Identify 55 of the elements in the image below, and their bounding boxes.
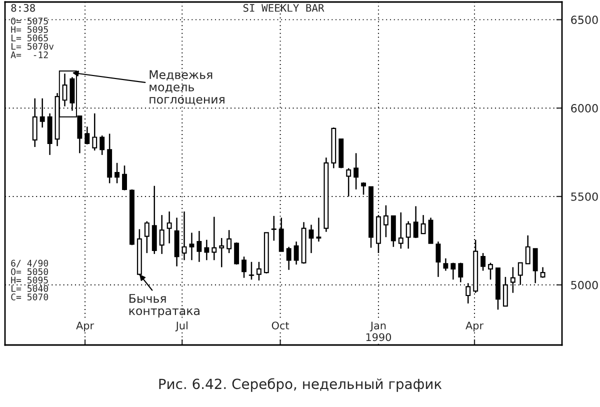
candlestick [502,276,508,307]
candlestick [226,229,232,254]
candlestick [398,212,404,250]
candlestick [159,214,164,255]
x-tick-label: Oct [272,322,290,330]
candlestick [466,282,471,304]
candlestick [166,210,172,244]
candlestick [294,240,299,266]
candlestick [383,204,388,238]
candlestick [204,239,210,261]
candlestick [480,252,486,272]
candlestick [271,215,277,242]
candlestick [92,112,98,152]
candlestick [256,261,262,282]
x-tick-label: Apr [466,322,484,332]
candlestick [443,258,448,272]
candlestick [234,242,240,266]
candlestick [114,162,120,184]
candlestick [316,217,322,242]
annotation: 6/ 4/90 O= 5050 H= 5095 L= 5040 C= 5070 [11,260,48,300]
candlestick [450,262,456,280]
x-tick-label: Jan 1990 [366,322,392,342]
annotation: Медвежья модель поглощения [150,70,224,106]
candlestick [540,266,546,278]
candlestick [354,152,359,190]
y-tick-label: 5000 [571,280,598,290]
x-tick-label: Apr [76,322,94,332]
candlestick [189,232,194,261]
candlestick [100,134,105,156]
candlestick [212,216,217,261]
y-tick-label: 5500 [571,192,598,201]
candlestick [436,240,441,278]
annotation: 8:38 [11,4,35,12]
annotation: Бычья контратака [129,294,200,318]
candlestick [248,261,254,280]
candlestick [196,230,202,263]
x-tick-label: Jul [175,321,188,332]
candlestick [144,220,150,254]
candlestick [458,262,464,283]
candlestick [525,234,530,264]
candlestick [308,224,314,254]
text: Рис. 6.42. Серебро, недельный график [159,378,442,392]
candlestick [428,217,434,244]
candlestick [286,246,292,270]
candlestick [219,237,224,268]
candlestick [420,214,426,234]
candlestick [406,220,411,250]
candlestick [122,164,127,191]
candlestick [488,262,493,280]
annotation: SI WEEKLY BAR [243,4,324,12]
candlestick [413,206,418,239]
y-tick-label: 6500 [571,16,598,24]
y-tick-label: 6000 [571,104,598,112]
candlestick [242,256,246,278]
annotation: O= 5075 H= 5095 L= 5065 L= 5070v A= -12 [10,18,54,58]
